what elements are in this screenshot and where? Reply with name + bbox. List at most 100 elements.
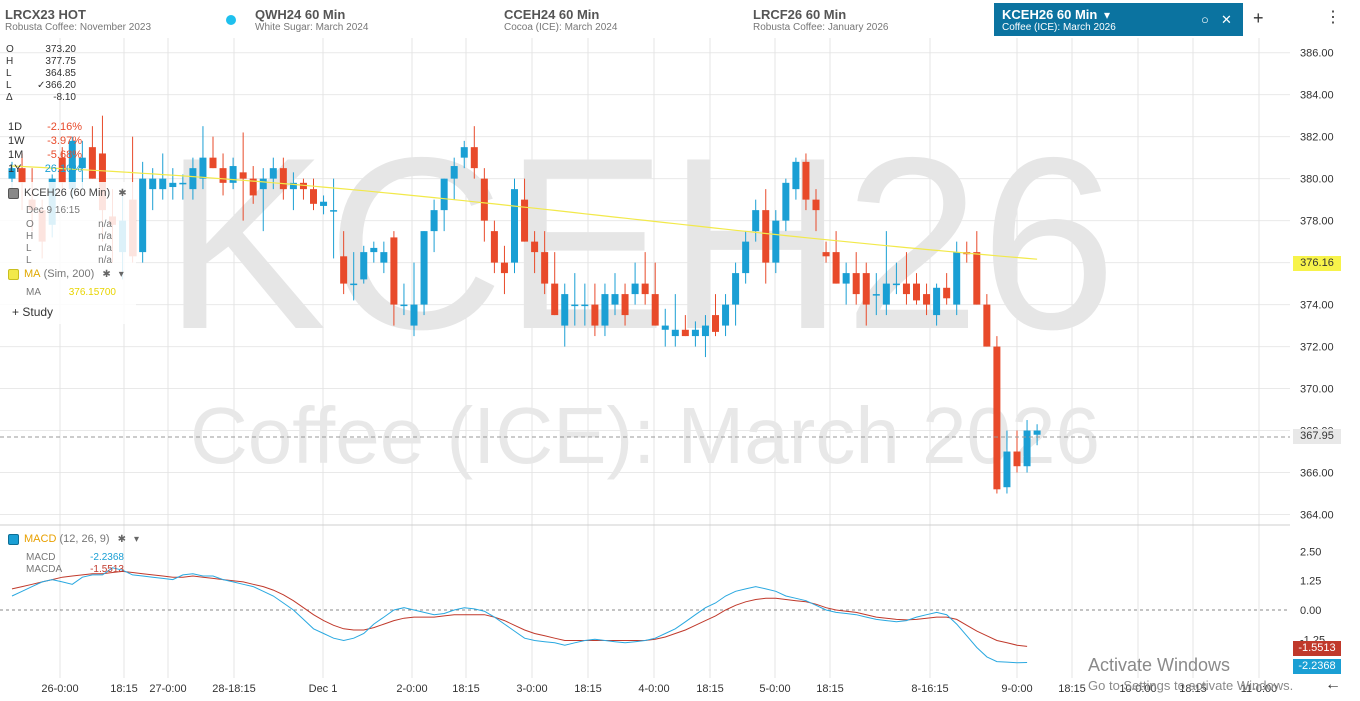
candle bbox=[320, 195, 328, 215]
candle-body bbox=[822, 252, 830, 257]
candle bbox=[943, 273, 951, 305]
add-study-button[interactable]: + Study bbox=[12, 305, 53, 319]
time-tick-label: 18:15 bbox=[452, 683, 480, 695]
candle-body bbox=[842, 273, 850, 284]
chevron-down-icon[interactable]: ▾ bbox=[118, 268, 124, 280]
gear-icon[interactable]: ✱ bbox=[118, 187, 127, 199]
candle-body bbox=[852, 273, 860, 295]
perf-label: 1M bbox=[8, 149, 24, 161]
candle bbox=[973, 231, 981, 305]
candle-body bbox=[440, 178, 448, 211]
candle-body bbox=[541, 252, 549, 284]
tab-cceh24[interactable]: CCEH24 60 Min Cocoa (ICE): March 2024 bbox=[504, 3, 724, 36]
ma-legend[interactable]: MA (Sim, 200) ✱ ▾ bbox=[8, 268, 124, 280]
candle bbox=[1003, 430, 1011, 494]
candle bbox=[370, 241, 378, 263]
candle-body bbox=[551, 283, 559, 316]
instrument-legend[interactable]: KCEH26 (60 Min) ✱ bbox=[8, 187, 127, 199]
tab-description: Robusta Coffee: January 2026 bbox=[753, 22, 889, 33]
candle bbox=[581, 283, 589, 326]
candle bbox=[299, 178, 307, 200]
chevron-down-icon[interactable]: ▾ bbox=[1104, 8, 1111, 22]
candle-body bbox=[561, 294, 569, 326]
candle bbox=[561, 283, 569, 347]
candle-body bbox=[420, 231, 428, 305]
close-icon[interactable]: ✕ bbox=[1221, 12, 1232, 27]
candle bbox=[209, 136, 217, 169]
candle-body bbox=[1033, 430, 1041, 435]
candle-body bbox=[219, 168, 227, 183]
symbol-watermark: KCEH26 Coffee (ICE): March 2026 bbox=[163, 106, 1116, 480]
ma-value: 376.15700 bbox=[68, 287, 116, 298]
change-value: -8.10 bbox=[53, 92, 76, 103]
candle bbox=[913, 273, 920, 305]
candle-body bbox=[902, 283, 910, 295]
add-tab-button[interactable]: + bbox=[1253, 8, 1264, 28]
candle-body bbox=[410, 304, 418, 326]
candle-body bbox=[159, 178, 167, 190]
candle bbox=[139, 161, 147, 263]
gear-icon[interactable]: ✱ bbox=[102, 268, 111, 280]
tab-kceh26[interactable]: KCEH26 60 Min Coffee (ICE): March 2026 ▾… bbox=[994, 3, 1243, 36]
candle-body bbox=[742, 241, 750, 274]
candle-body bbox=[621, 294, 629, 316]
candle bbox=[1013, 430, 1021, 473]
tab-qwh24[interactable]: QWH24 60 Min White Sugar: March 2024 bbox=[255, 3, 475, 36]
chevron-down-icon[interactable]: ▾ bbox=[133, 533, 140, 545]
candle-body bbox=[1023, 430, 1031, 467]
candle bbox=[611, 273, 619, 316]
candle-body bbox=[169, 182, 177, 188]
candle bbox=[933, 283, 941, 326]
candle-body bbox=[460, 147, 468, 158]
more-menu-icon[interactable]: ⋮ bbox=[1325, 9, 1341, 26]
tab-lrcx23[interactable]: LRCX23 HOT Robusta Coffee: November 2023 bbox=[5, 3, 215, 36]
macd-line bbox=[11, 567, 1028, 664]
candle-body bbox=[98, 153, 106, 211]
candle-body bbox=[390, 237, 398, 305]
macd-study-header[interactable]: MACD (12, 26, 9) ✱ ▾ bbox=[8, 533, 139, 545]
tab-description: Cocoa (ICE): March 2024 bbox=[504, 22, 618, 33]
tab-symbol: LRCX23 HOT bbox=[5, 7, 86, 22]
clear-icon[interactable]: ○ bbox=[1201, 12, 1209, 27]
tab-symbol: LRCF26 60 Min bbox=[753, 7, 847, 22]
gear-icon[interactable]: ✱ bbox=[117, 533, 126, 545]
scroll-back-icon[interactable]: ← bbox=[1325, 676, 1341, 693]
macd-price-tag: -2.2368 bbox=[1293, 659, 1341, 674]
macd-value: -2.2368 bbox=[90, 552, 124, 563]
candle bbox=[983, 294, 991, 347]
candle bbox=[239, 132, 247, 221]
candle bbox=[651, 262, 659, 326]
ma-swatch-icon bbox=[8, 268, 19, 280]
candle-body bbox=[611, 294, 619, 305]
candle-body bbox=[792, 161, 800, 190]
candle bbox=[480, 168, 488, 242]
candle-body bbox=[430, 210, 438, 232]
macd-swatch-icon bbox=[8, 533, 19, 545]
candle bbox=[631, 262, 639, 305]
time-tick-label: 26-0:00 bbox=[41, 683, 78, 695]
price-chart[interactable]: KCEH26 Coffee (ICE): March 2026 386.00 38… bbox=[0, 38, 1360, 701]
price-tick-label: 372.00 bbox=[1300, 342, 1334, 354]
candle-body bbox=[199, 157, 207, 179]
ma-line bbox=[11, 165, 1038, 260]
candle bbox=[310, 178, 317, 211]
legend-l-value: n/a bbox=[98, 243, 112, 254]
candle-body bbox=[933, 287, 941, 316]
legend-l-label: L bbox=[26, 243, 32, 254]
candle bbox=[500, 245, 508, 295]
candle-body bbox=[581, 304, 589, 307]
candle bbox=[400, 283, 408, 316]
candle bbox=[159, 153, 167, 200]
candle bbox=[470, 126, 478, 179]
candle bbox=[641, 252, 649, 305]
time-tick-label: 18:15 bbox=[696, 683, 724, 695]
tab-symbol: QWH24 60 Min bbox=[255, 7, 346, 22]
time-tick-label: 18:15 bbox=[110, 683, 138, 695]
tab-lrcf26[interactable]: LRCF26 60 Min Robusta Coffee: January 20… bbox=[753, 3, 973, 36]
candle bbox=[621, 283, 629, 326]
time-tick-label: 10-0:00 bbox=[1119, 683, 1156, 695]
candle-body bbox=[18, 168, 26, 183]
instrument-name: KCEH26 (60 Min) bbox=[24, 187, 111, 199]
candle-body bbox=[631, 283, 639, 295]
candle-body bbox=[269, 168, 277, 179]
